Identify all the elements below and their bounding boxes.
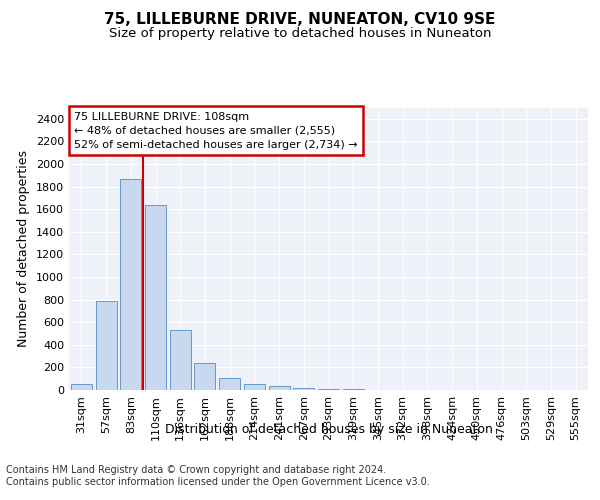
Bar xyxy=(120,178,141,390)
Bar xyxy=(293,388,314,390)
Bar xyxy=(244,384,265,390)
Bar xyxy=(71,384,92,390)
Text: Distribution of detached houses by size in Nuneaton: Distribution of detached houses by size … xyxy=(165,422,493,436)
Text: Contains HM Land Registry data © Crown copyright and database right 2024.
Contai: Contains HM Land Registry data © Crown c… xyxy=(6,465,430,486)
Bar xyxy=(170,330,191,390)
Bar xyxy=(145,204,166,390)
Bar xyxy=(219,378,240,390)
Text: 75 LILLEBURNE DRIVE: 108sqm
← 48% of detached houses are smaller (2,555)
52% of : 75 LILLEBURNE DRIVE: 108sqm ← 48% of det… xyxy=(74,112,358,150)
Bar xyxy=(318,388,339,390)
Text: Size of property relative to detached houses in Nuneaton: Size of property relative to detached ho… xyxy=(109,28,491,40)
Bar xyxy=(95,300,116,390)
Bar xyxy=(269,386,290,390)
Y-axis label: Number of detached properties: Number of detached properties xyxy=(17,150,31,348)
Text: 75, LILLEBURNE DRIVE, NUNEATON, CV10 9SE: 75, LILLEBURNE DRIVE, NUNEATON, CV10 9SE xyxy=(104,12,496,28)
Bar xyxy=(194,363,215,390)
